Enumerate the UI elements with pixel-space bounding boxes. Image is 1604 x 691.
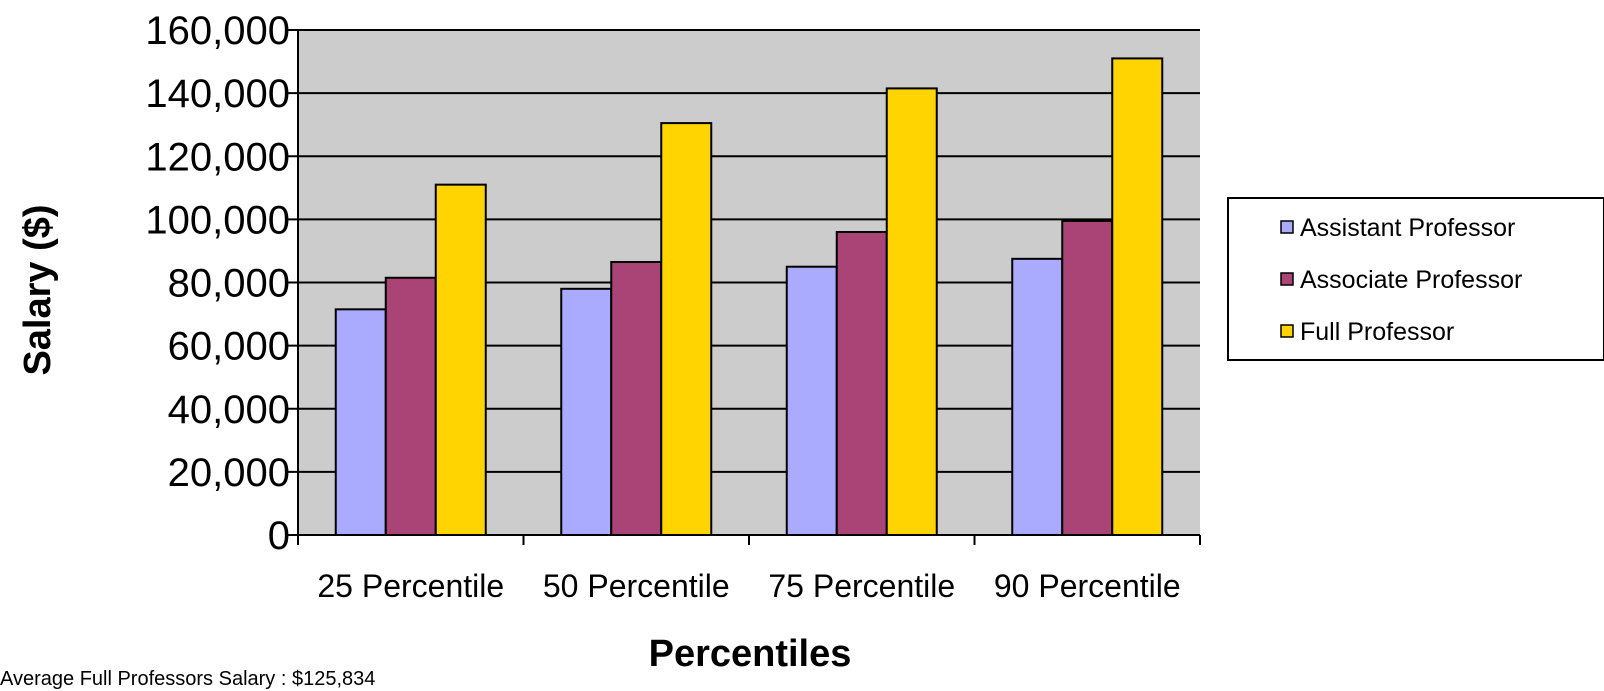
bar-full-professor bbox=[1111, 57, 1164, 536]
x-tick-labels: 25 Percentile 50 Percentile 75 Percentile 9… bbox=[317, 568, 1180, 604]
bar-full-professor bbox=[660, 122, 713, 536]
bar-assistant-professor bbox=[560, 287, 613, 536]
bar-assistant-professor bbox=[1011, 257, 1064, 536]
bar-full-professor bbox=[434, 183, 487, 536]
legend-swatch bbox=[1280, 324, 1294, 338]
legend: Assistant Professor Associate Professor Fu… bbox=[1227, 197, 1604, 361]
x-tick-label: 75 Percentile bbox=[768, 568, 955, 604]
y-tick-label: 120,000 bbox=[145, 135, 290, 179]
y-tick-label: 140,000 bbox=[145, 72, 290, 116]
bar-assistant-professor bbox=[785, 265, 838, 536]
y-tick-label: 80,000 bbox=[168, 262, 290, 306]
bar-associate-professor bbox=[835, 231, 888, 536]
bar-associate-professor bbox=[384, 276, 437, 536]
y-tick-label: 100,000 bbox=[145, 198, 290, 242]
bars bbox=[334, 57, 1164, 536]
y-tick-label: 160,000 bbox=[145, 9, 290, 53]
y-axis-label: Salary ($) bbox=[17, 204, 59, 375]
legend-label: Associate Professor bbox=[1300, 266, 1522, 294]
x-tick-label: 50 Percentile bbox=[543, 568, 730, 604]
bar-full-professor bbox=[885, 87, 938, 536]
x-axis-label: Percentiles bbox=[649, 633, 852, 675]
bar-associate-professor bbox=[610, 260, 663, 536]
bar-assistant-professor bbox=[334, 308, 387, 536]
legend-label: Full Professor bbox=[1300, 318, 1454, 346]
legend-label: Assistant Professor bbox=[1300, 214, 1515, 242]
x-tick-label: 25 Percentile bbox=[317, 568, 504, 604]
y-tick-label: 60,000 bbox=[168, 325, 290, 369]
y-tick-label: 40,000 bbox=[168, 388, 290, 432]
legend-swatch bbox=[1280, 272, 1294, 286]
y-tick-labels: 0 20,000 40,000 60,000 80,000 100,000 120,000 1… bbox=[145, 9, 290, 558]
y-tick-label: 0 bbox=[268, 514, 290, 558]
bar-associate-professor bbox=[1061, 219, 1114, 536]
legend-swatch bbox=[1280, 220, 1294, 234]
x-tick-label: 90 Percentile bbox=[994, 568, 1181, 604]
axes bbox=[288, 29, 1201, 545]
y-tick-label: 20,000 bbox=[168, 451, 290, 495]
average-salary-note: Average Full Professors Salary : $125,83… bbox=[0, 668, 376, 690]
